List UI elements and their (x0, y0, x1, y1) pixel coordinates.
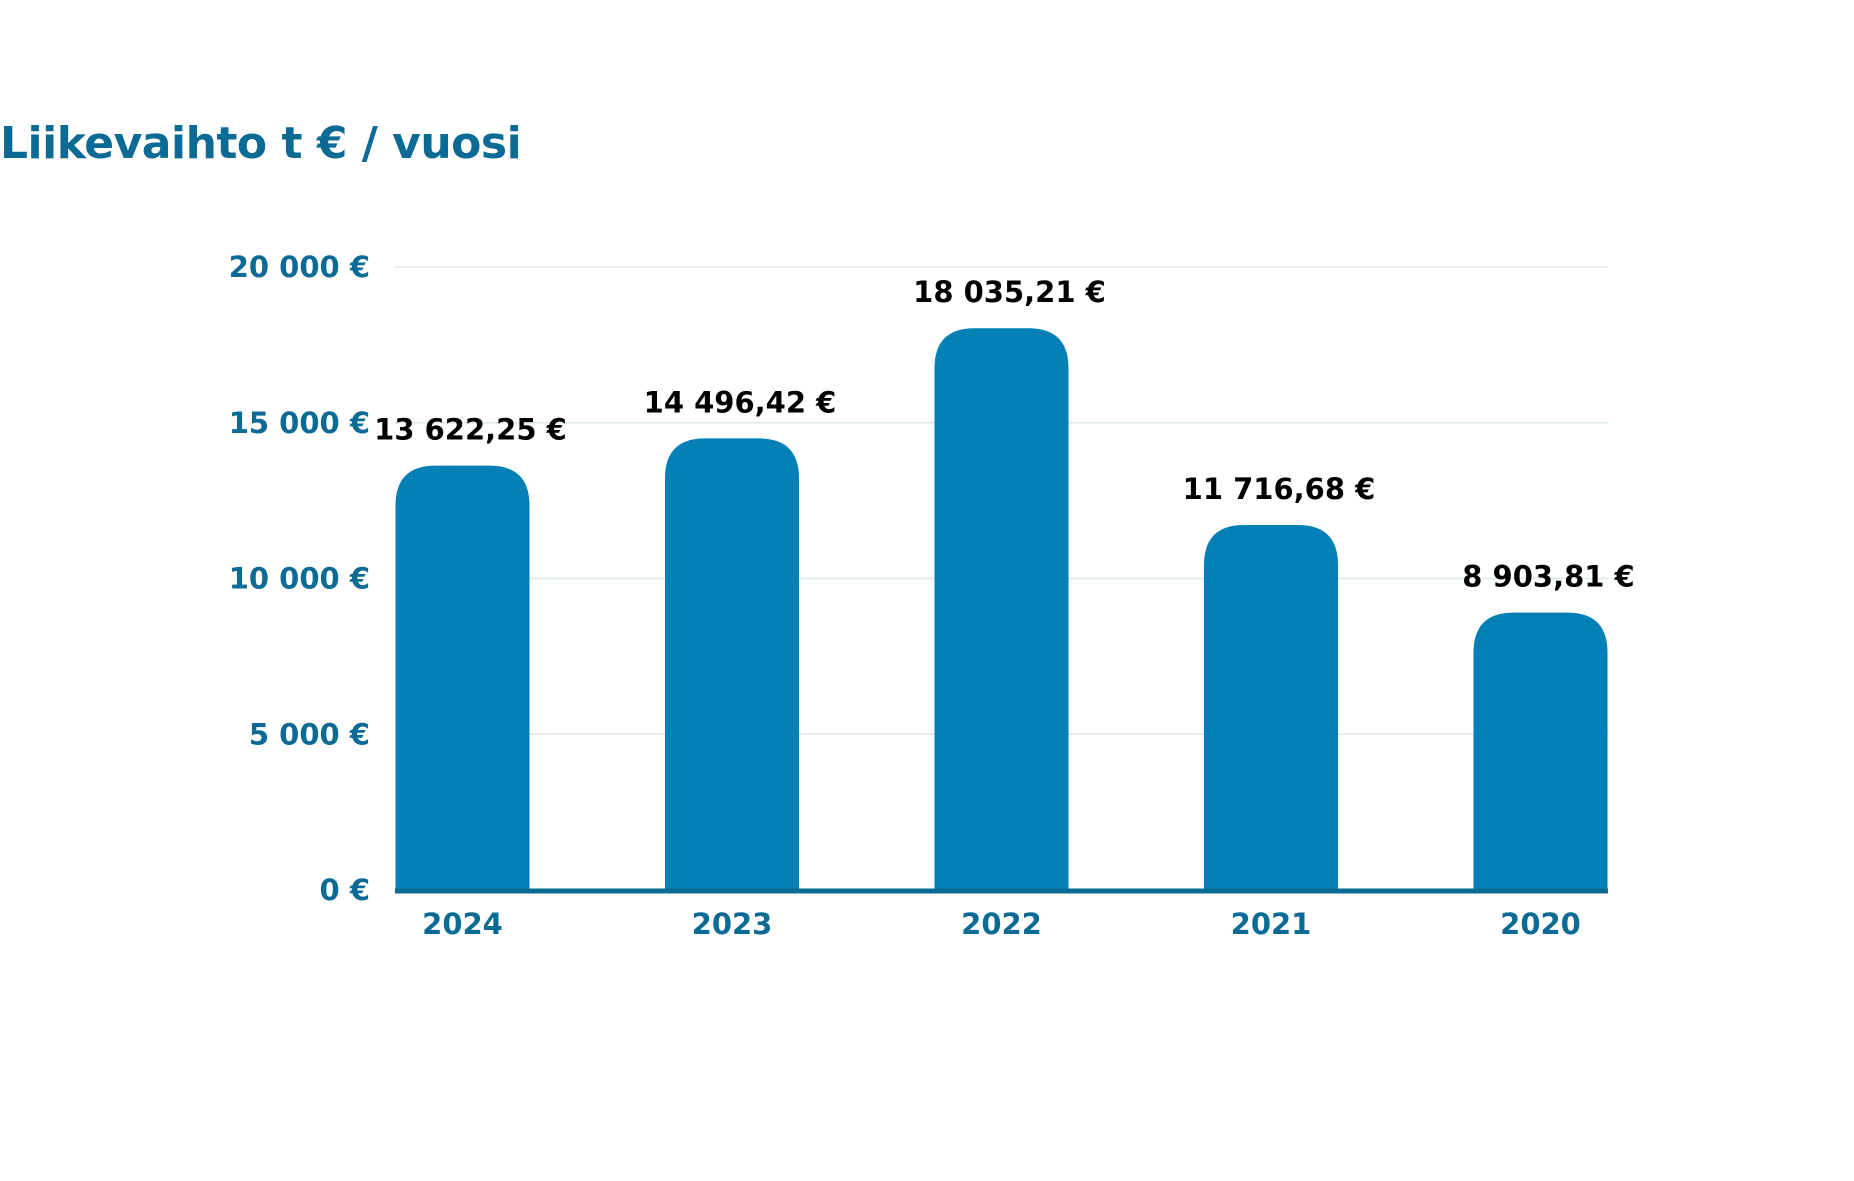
bar (395, 465, 530, 890)
data-labels: 13 622,25 € 14 496,42 € 18 035,21 € 11 716,… (374, 275, 1635, 593)
chart-title: Liikevaihto t € / vuosi (0, 118, 522, 169)
y-tick-label: 5 000 € (249, 717, 370, 751)
data-label: 14 496,42 € (644, 385, 837, 419)
data-label: 18 035,21 € (913, 275, 1106, 309)
x-category-label: 2021 (1231, 907, 1312, 941)
y-axis-ticks: 0 € 5 000 € 10 000 € 15 000 € 20 000 € (229, 250, 370, 907)
y-tick-label: 15 000 € (229, 406, 370, 440)
bar (1204, 525, 1338, 890)
y-tick-label: 20 000 € (229, 250, 370, 284)
bars (395, 328, 1608, 890)
y-tick-label: 0 € (320, 873, 370, 907)
bar (934, 328, 1069, 890)
data-label: 13 622,25 € (374, 413, 567, 447)
x-category-label: 2023 (692, 907, 773, 941)
bar (665, 438, 799, 890)
y-tick-label: 10 000 € (229, 562, 370, 596)
x-axis-categories: 2024 2023 2022 2021 2020 (422, 907, 1581, 941)
x-category-label: 2024 (422, 907, 503, 941)
data-label: 11 716,68 € (1183, 472, 1376, 506)
data-label: 8 903,81 € (1462, 560, 1634, 594)
x-category-label: 2020 (1500, 907, 1581, 941)
bar (1473, 612, 1608, 890)
x-category-label: 2022 (961, 907, 1042, 941)
